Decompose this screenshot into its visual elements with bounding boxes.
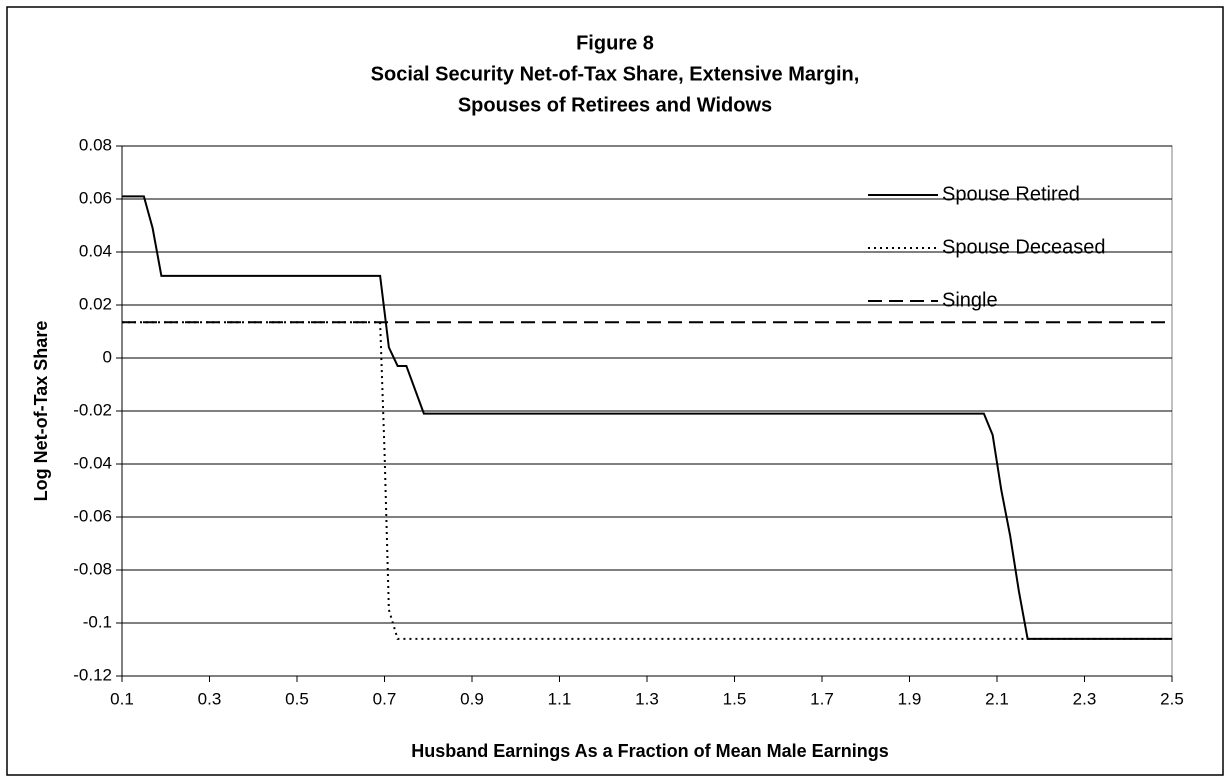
x-tick-label: 0.9 <box>460 689 484 708</box>
x-tick-label: 0.1 <box>110 689 134 708</box>
y-tick-label: -0.1 <box>83 612 112 631</box>
x-tick-label: 0.7 <box>373 689 397 708</box>
x-axis-title: Husband Earnings As a Fraction of Mean M… <box>411 741 888 761</box>
y-tick-label: 0.06 <box>79 188 112 207</box>
x-tick-label: 0.3 <box>198 689 222 708</box>
chart-title: Social Security Net-of-Tax Share, Extens… <box>371 63 860 85</box>
legend-label: Single <box>942 289 998 311</box>
y-tick-label: 0 <box>103 347 112 366</box>
x-tick-label: 2.3 <box>1073 689 1097 708</box>
x-tick-label: 2.5 <box>1160 689 1184 708</box>
y-tick-label: 0.08 <box>79 135 112 154</box>
x-tick-label: 1.9 <box>898 689 922 708</box>
legend-label: Spouse Retired <box>942 183 1080 205</box>
x-tick-label: 2.1 <box>985 689 1009 708</box>
series-line <box>122 195 1172 640</box>
y-tick-label: 0.04 <box>79 241 112 260</box>
chart-title: Figure 8 <box>576 32 654 54</box>
x-tick-label: 0.5 <box>285 689 309 708</box>
x-tick-label: 1.7 <box>810 689 834 708</box>
y-tick-label: -0.12 <box>73 665 112 684</box>
chart-title: Spouses of Retirees and Widows <box>458 94 772 116</box>
legend-label: Spouse Deceased <box>942 236 1105 258</box>
x-tick-label: 1.5 <box>723 689 747 708</box>
y-tick-label: -0.02 <box>73 400 112 419</box>
y-tick-label: -0.06 <box>73 506 112 525</box>
x-tick-label: 1.3 <box>635 689 659 708</box>
y-axis-title: Log Net-of-Tax Share <box>31 321 51 502</box>
y-tick-label: -0.04 <box>73 453 112 472</box>
x-tick-label: 1.1 <box>548 689 572 708</box>
y-tick-label: -0.08 <box>73 559 112 578</box>
y-tick-label: 0.02 <box>79 294 112 313</box>
